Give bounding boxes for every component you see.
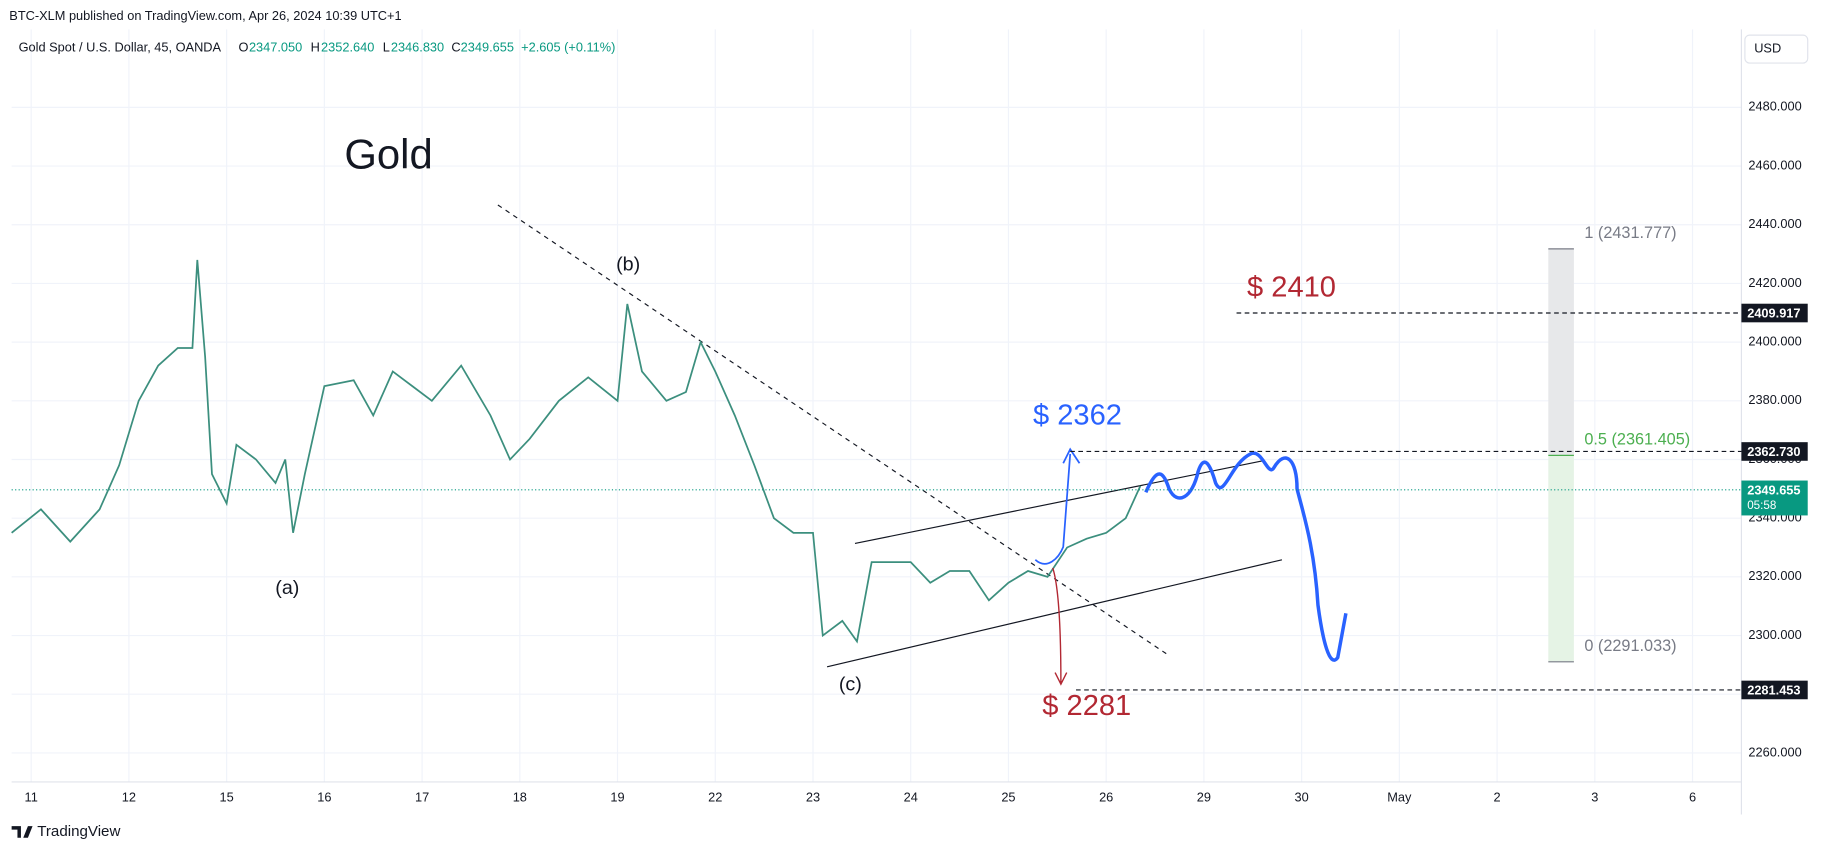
x-tick-label: 11 [25,790,38,805]
price-marker-label: 2409.917 [1747,306,1800,321]
price-marker [1741,303,1808,323]
x-tick-label: 3 [1591,790,1598,805]
y-tick-label: 2460.000 [1748,157,1801,172]
price-marker-label: 2362.730 [1747,444,1800,459]
overlay: $ 2410 2409.917 $ 2362 2362.730 $ 2281 2281.4… [11,271,1808,722]
channel-line [854,460,1263,545]
fib-label: 1 (2431.777) [1584,224,1676,242]
projection [1144,451,1348,662]
fib-label: 0 (2291.033) [1584,637,1676,655]
open: 2347.050 [249,39,302,54]
x-tick-label: 22 [708,790,722,805]
published: BTC-XLM published on TradingView.com, Ap… [9,8,401,23]
level-note: $ 2281 [1042,690,1131,722]
legend: Gold Spot / U.S. Dollar, 45, OANDA O 234… [19,39,616,54]
currency-button[interactable] [1744,34,1809,64]
close: 2349.655 [461,39,514,54]
x-tick-label: May [1387,790,1412,805]
y-tick-label: 2440.000 [1748,216,1801,231]
c-label: C [451,39,460,54]
y-tick-label: 2400.000 [1748,333,1801,348]
l-label: L [383,39,390,54]
grid: 2260.0002280.0002300.0002320.0002340.000… [11,29,1802,805]
y-tick-label: 2260.000 [1748,744,1801,759]
y-tick-label: 2420.000 [1748,275,1801,290]
fib-zone [1548,455,1574,662]
high: 2352.640 [321,39,374,54]
channel-line [826,559,1283,668]
price-marker-label: 2281.453 [1747,683,1800,698]
y-tick-label: 2480.000 [1748,99,1801,114]
chart-title: Gold [344,130,432,177]
change: +2.605 (+0.11%) [521,39,615,54]
y-tick-label: 2380.000 [1748,392,1801,407]
y-tick-label: 2320.000 [1748,568,1801,583]
x-tick-label: 12 [122,790,136,805]
down-arrow [1052,567,1068,686]
wave-label: (a) [275,577,299,599]
x-tick-label: 17 [415,790,429,805]
x-tick-label: 19 [610,790,624,805]
wave-label: (b) [616,254,640,276]
x-tick-label: 26 [1099,790,1113,805]
price-marker [1741,442,1808,461]
price-line [11,259,1142,644]
level-note: $ 2410 [1247,271,1336,303]
fib-label: 0.5 (2361.405) [1584,431,1690,449]
logo [11,826,33,838]
low: 2346.830 [391,39,444,54]
x-tick-label: 16 [317,790,331,805]
x-tick-label: 2 [1494,790,1501,805]
current-price-marker [1741,480,1808,516]
up-arrow [1034,447,1081,565]
brand: TradingView [37,823,120,840]
x-tick-label: 25 [1001,790,1015,805]
x-tick-label: 29 [1197,790,1211,805]
y-tick-label: 2300.000 [1748,627,1801,642]
current-price-label: 2349.655 [1747,482,1800,497]
x-tick-label: 23 [806,790,820,805]
o-label: O [238,39,248,54]
countdown: 05:58 [1747,499,1776,512]
currency[interactable]: USD [1754,40,1781,55]
symbol: Gold Spot / U.S. Dollar, 45, OANDA [19,39,222,54]
x-tick-label: 24 [904,790,918,805]
x-tick-label: 18 [513,790,527,805]
level-note: $ 2362 [1033,399,1122,431]
wave-label: (c) [839,674,862,696]
fib-zone [1548,248,1574,456]
h-label: H [311,39,320,54]
x-tick-label: 30 [1295,790,1309,805]
x-tick-label: 6 [1689,790,1696,805]
x-tick-label: 15 [220,790,234,805]
price-marker [1741,680,1808,700]
